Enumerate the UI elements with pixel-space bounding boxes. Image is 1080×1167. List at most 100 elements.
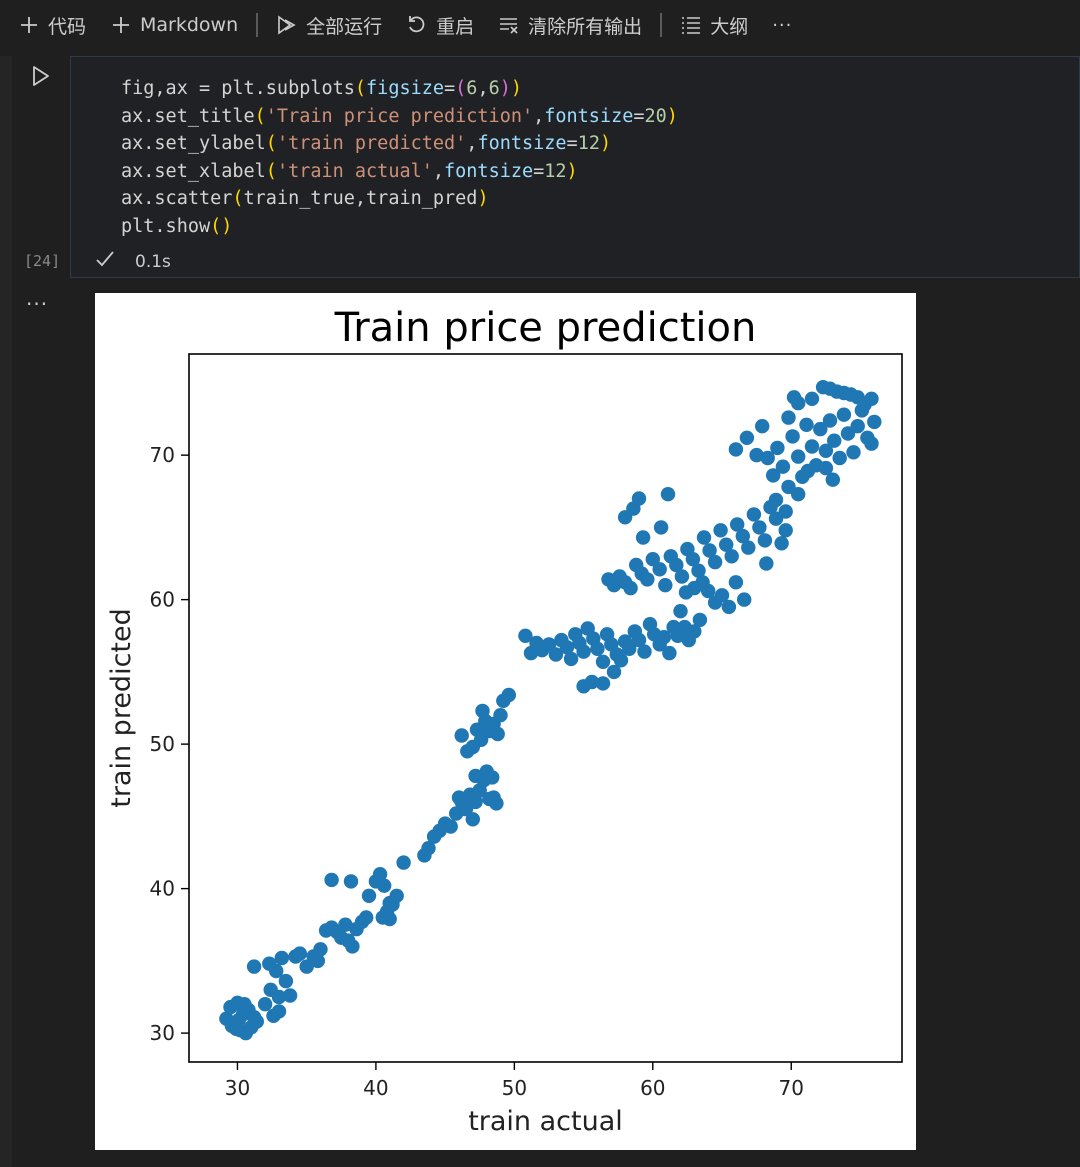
data-point	[541, 637, 557, 652]
data-point	[737, 592, 752, 607]
data-point	[719, 537, 734, 552]
data-point	[622, 641, 637, 656]
data-point	[864, 436, 879, 451]
data-point	[674, 569, 690, 584]
y-axis-label: train predicted	[106, 608, 137, 808]
data-point	[237, 997, 252, 1012]
data-point	[669, 557, 684, 573]
data-point	[691, 563, 706, 578]
data-point	[836, 407, 852, 422]
code-line: ax.set_title('Train price prediction',fo…	[121, 103, 678, 131]
data-point	[846, 445, 861, 460]
data-point	[760, 450, 775, 466]
code-token: plt.show	[121, 215, 211, 237]
data-point	[752, 520, 767, 535]
toolbar-divider	[256, 13, 259, 37]
data-point	[584, 674, 600, 690]
data-point	[770, 440, 785, 456]
data-point	[867, 414, 882, 430]
data-point	[850, 419, 865, 434]
code-token: fig,ax = plt.subplots	[121, 78, 355, 99]
data-point	[656, 630, 672, 645]
data-point	[786, 390, 802, 405]
data-point	[800, 463, 816, 479]
data-point	[443, 819, 458, 834]
code-token: )	[510, 78, 522, 99]
data-point	[645, 552, 660, 567]
clear-all-outputs-button[interactable]: 清除所有输出	[486, 0, 654, 50]
data-point	[653, 520, 669, 535]
run-all-button[interactable]: 全部运行	[264, 0, 394, 50]
data-point	[623, 580, 638, 596]
data-point	[687, 624, 702, 639]
data-point	[678, 585, 694, 600]
code-token: ,	[466, 133, 478, 155]
data-point	[224, 1018, 240, 1034]
data-point	[421, 841, 436, 856]
data-point	[606, 664, 622, 680]
y-tick-label: 50	[150, 732, 175, 756]
data-point	[262, 956, 277, 971]
code-token: 20	[644, 105, 667, 127]
data-point	[485, 770, 500, 785]
data-point	[377, 878, 392, 893]
more-actions-button[interactable]: ···	[760, 0, 804, 50]
data-point	[818, 443, 834, 458]
data-point	[257, 997, 273, 1012]
x-tick-label: 70	[779, 1076, 804, 1100]
code-token: )	[666, 105, 678, 127]
code-editor[interactable]: fig,ax = plt.subplots(figsize=(6,6)) ax.s…	[70, 56, 1080, 278]
data-point	[489, 796, 504, 811]
add-code-cell-button[interactable]: 代码	[0, 0, 98, 50]
data-point	[640, 572, 655, 587]
data-point	[576, 644, 591, 659]
code-line: ax.set_ylabel('train predicted',fontsize…	[121, 130, 678, 158]
chart-title: Train price prediction	[334, 305, 757, 351]
code-token: ,	[533, 105, 545, 127]
code-token: )	[566, 160, 578, 182]
data-point	[389, 888, 404, 903]
code-token: )	[477, 188, 489, 210]
run-cell-button[interactable]	[30, 64, 56, 92]
data-point	[692, 612, 708, 628]
data-point	[631, 491, 647, 506]
data-point	[685, 552, 701, 567]
data-point	[274, 950, 289, 966]
cell-focus-bar	[0, 56, 12, 1167]
data-point	[724, 549, 739, 564]
code-token: (	[455, 78, 467, 99]
data-point	[739, 430, 755, 445]
data-point	[359, 910, 374, 925]
axes-frame	[188, 353, 903, 1063]
add-markdown-cell-button[interactable]: Markdown	[98, 0, 250, 50]
code-token: 'train predicted'	[276, 133, 467, 155]
code-token: )	[599, 133, 612, 155]
restart-kernel-button[interactable]: 重启	[394, 0, 486, 50]
code-cell[interactable]: [24] fig,ax = plt.subplots(figsize=(6,6)…	[12, 56, 1080, 278]
code-token: 6	[488, 78, 500, 99]
code-token: figsize	[366, 78, 445, 99]
x-tick-label: 50	[502, 1076, 527, 1100]
x-tick-label: 60	[640, 1076, 665, 1100]
data-point	[714, 588, 730, 603]
code-token: ()	[210, 215, 233, 237]
clear-outputs-label: 清除所有输出	[528, 15, 643, 38]
y-tick-label: 30	[150, 1021, 175, 1045]
outline-button[interactable]: 大纲	[668, 0, 760, 50]
code-token: =	[444, 78, 456, 99]
data-point	[493, 708, 508, 723]
play-icon	[33, 66, 49, 86]
scatter-plot-output: Train price prediction 30 40 50 60 70 30 40 50 60…	[95, 293, 916, 1150]
data-point	[755, 419, 770, 434]
add-markdown-label: Markdown	[140, 14, 239, 36]
code-token: (	[354, 78, 367, 99]
data-point	[652, 562, 667, 577]
notebook-toolbar: 代码 Markdown 全部运行 重启 清除所有输出 大纲 ···	[0, 0, 1080, 50]
data-point	[271, 989, 287, 1005]
data-point	[707, 554, 723, 570]
code-source[interactable]: fig,ax = plt.subplots(figsize=(6,6)) ax.s…	[121, 75, 678, 241]
execution-time: 0.1s	[135, 251, 171, 272]
output-actions-button[interactable]: ···	[26, 292, 49, 316]
data-point	[785, 429, 800, 444]
data-point	[345, 939, 360, 954]
